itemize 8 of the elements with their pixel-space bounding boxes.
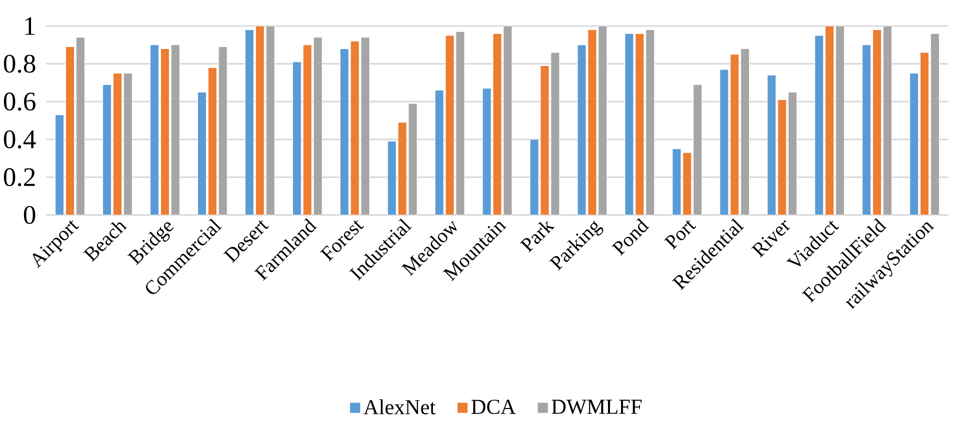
legend-label: AlexNet: [364, 399, 436, 414]
y-tick-label: 0.6: [4, 92, 36, 110]
y-tick-label: 0.4: [4, 130, 36, 148]
y-tick-label: 1: [25, 17, 35, 35]
legend-label: DCA: [471, 400, 516, 414]
legend-label: DWMLFF: [552, 400, 642, 414]
y-tick-label: 0.8: [4, 54, 36, 73]
y-tick-label: 0.2: [4, 168, 35, 186]
